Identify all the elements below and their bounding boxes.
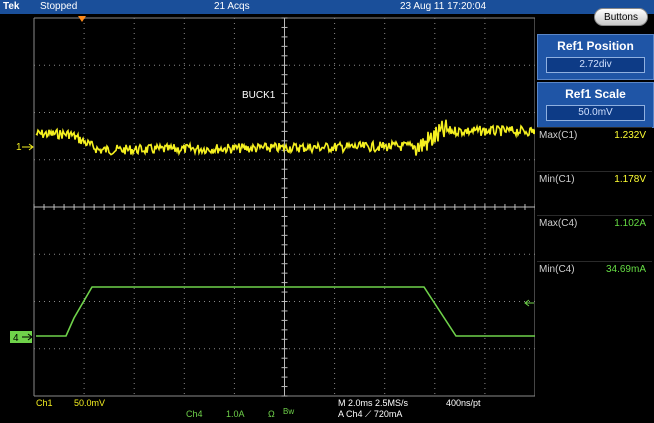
ref1-scale-value[interactable]: 50.0mV <box>546 105 645 121</box>
ch1-name[interactable]: Ch1 <box>36 398 53 408</box>
ch4-arrow-icon <box>22 333 33 341</box>
trigger-setting[interactable]: A Ch4 ⟋ 720mA <box>338 409 403 419</box>
acquisition-status[interactable]: Stopped <box>40 1 78 12</box>
brand-label: Tek <box>3 1 20 12</box>
graticule <box>33 17 535 397</box>
ch1-scale[interactable]: 50.0mV <box>74 398 106 408</box>
measurement-min-c1[interactable]: Min(C1) 1.178V <box>537 171 652 230</box>
waveform-display[interactable]: 1 4 BUCK1 <box>0 0 535 398</box>
ch4-marker-box[interactable] <box>10 331 32 343</box>
measurement-label: Max(C4) <box>539 218 578 229</box>
measurement-value: 1.178V <box>614 174 646 185</box>
ch4-scale[interactable]: 1.0A <box>226 409 245 419</box>
ch4-bandwidth: Bw <box>283 407 295 416</box>
measurement-min-c4[interactable]: Min(C4) 34.69mA <box>537 261 652 320</box>
timebase[interactable]: M 2.0ms 2.5MS/s <box>338 398 409 408</box>
ch4-waveform <box>36 286 535 337</box>
ref1-scale-title: Ref1 Scale <box>565 87 626 101</box>
ch1-arrow-icon <box>22 143 34 151</box>
measurement-label: Min(C4) <box>539 264 575 275</box>
trigger-position-icon <box>78 16 86 22</box>
waveform-label: BUCK1 <box>242 90 276 101</box>
readout-bar: Ch1 50.0mV Ch4 1.0A Ω Bw M 2.0ms 2.5MS/s… <box>0 398 654 423</box>
measurement-label: Max(C1) <box>539 130 578 141</box>
ch1-waveform <box>35 119 535 157</box>
trigger-level-icon <box>524 299 534 307</box>
ref1-scale-menu[interactable]: Ref1 Scale 50.0mV <box>537 82 654 128</box>
buttons-button[interactable]: Buttons <box>594 8 648 26</box>
ref1-position-value[interactable]: 2.72div <box>546 57 645 73</box>
measurement-value: 1.232V <box>614 130 646 141</box>
measurement-max-c4[interactable]: Max(C4) 1.102A <box>537 215 652 274</box>
record-length: 400ns/pt <box>446 398 481 408</box>
acquisition-count: 21 Acqs <box>214 1 250 12</box>
ref1-position-title: Ref1 Position <box>557 39 634 53</box>
ref1-position-menu[interactable]: Ref1 Position 2.72div <box>537 34 654 80</box>
ch1-marker[interactable]: 1 <box>16 142 22 153</box>
date-time: 23 Aug 11 17:20:04 <box>400 1 487 12</box>
ch4-name[interactable]: Ch4 <box>186 409 203 419</box>
measurement-max-c1[interactable]: Max(C1) 1.232V <box>537 127 652 186</box>
measurement-value: 1.102A <box>614 218 646 229</box>
ch4-marker: 4 <box>13 333 19 344</box>
measurement-value: 34.69mA <box>605 264 646 275</box>
status-bar: Tek Stopped 21 Acqs 23 Aug 11 17:20:04 <box>0 0 654 14</box>
measurement-label: Min(C1) <box>539 174 575 185</box>
ch4-coupling: Ω <box>268 409 275 419</box>
